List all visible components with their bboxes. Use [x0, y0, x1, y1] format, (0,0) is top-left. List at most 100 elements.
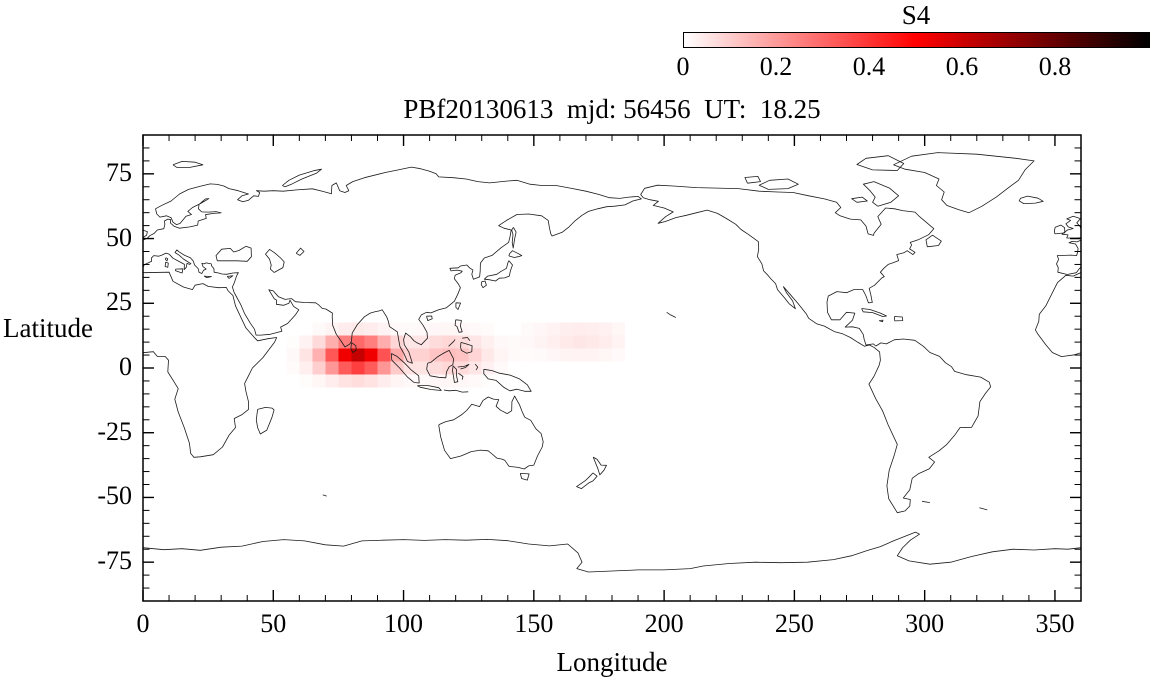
y-axis-label: Latitude	[3, 313, 93, 343]
heatmap-cell	[403, 322, 417, 336]
colorbar-title: S4	[901, 0, 931, 30]
x-tick-label: 200	[644, 609, 684, 638]
coastline	[856, 155, 905, 171]
coastline	[455, 302, 461, 310]
colorbar-tick-label: 0	[676, 52, 690, 81]
coastline	[894, 316, 904, 322]
coastline	[519, 473, 530, 481]
coastline	[483, 260, 513, 282]
coastline	[417, 385, 442, 391]
x-tick-label: 0	[136, 609, 150, 638]
x-tick-label: 100	[384, 609, 424, 638]
heatmap-cell	[468, 361, 482, 375]
heatmap-cell	[390, 361, 404, 375]
coastline	[1056, 239, 1081, 275]
coastline	[454, 319, 463, 333]
heatmap-cell	[612, 322, 625, 336]
coastline	[452, 365, 459, 383]
heatmap-cell	[481, 348, 495, 362]
coastline	[1018, 195, 1044, 204]
coastline	[458, 372, 464, 380]
heatmap-cell	[599, 322, 612, 336]
x-tick-label: 250	[774, 609, 814, 638]
coastline	[226, 275, 234, 279]
heatmap-cell	[286, 335, 300, 349]
coastline	[282, 168, 322, 188]
heatmap-cell	[299, 348, 313, 362]
heatmap-cell	[429, 335, 443, 349]
heatmap-cell	[377, 322, 391, 336]
coastline	[426, 315, 433, 321]
heatmap-cell	[325, 361, 339, 375]
coastline	[457, 364, 470, 370]
coastline	[640, 184, 991, 514]
heatmap-cell	[325, 335, 339, 349]
heatmap-cell	[533, 335, 547, 349]
heatmap-cell	[364, 361, 378, 375]
coastline	[172, 161, 204, 168]
coastline	[175, 268, 184, 274]
coastline	[861, 308, 887, 317]
coastline	[255, 407, 275, 435]
coastline	[426, 350, 454, 379]
heatmap-cell	[559, 348, 573, 362]
coastline	[143, 271, 278, 458]
heatmap-cell	[533, 348, 547, 362]
heatmap-cell	[612, 348, 625, 362]
colorbar-gradient	[683, 32, 1150, 48]
heatmap-cell	[546, 335, 560, 349]
heatmap-cell	[468, 335, 482, 349]
heatmap-cell	[312, 335, 326, 349]
coastline	[851, 196, 868, 203]
coastline	[666, 311, 676, 318]
heatmap-cell	[520, 322, 534, 336]
heatmap-cell	[299, 374, 313, 388]
heatmap-cell	[599, 348, 612, 362]
coastline	[863, 181, 899, 207]
heatmap-cell	[416, 361, 430, 375]
y-tick-label: -50	[97, 481, 132, 511]
heatmap-cell	[442, 361, 456, 375]
heatmap-cell	[559, 335, 573, 349]
heatmap-cell	[364, 322, 378, 336]
y-tick-label: 50	[106, 222, 132, 252]
coastline	[1054, 224, 1066, 235]
coastline	[922, 500, 930, 503]
heatmap-cell	[572, 335, 586, 349]
heatmap-cell	[312, 348, 326, 362]
heatmap-cell	[585, 335, 599, 349]
heatmap-cell	[299, 361, 313, 375]
coastline	[744, 176, 761, 184]
coastline	[979, 507, 988, 511]
heatmap-cell	[429, 348, 443, 362]
coastline	[483, 368, 532, 392]
heatmap-cell	[351, 335, 365, 349]
coastline	[143, 531, 1081, 573]
heatmap-cell	[468, 348, 482, 362]
heatmap-cell	[533, 322, 547, 336]
heatmap-cell	[599, 335, 612, 349]
coastline	[448, 339, 456, 347]
heatmap-cell	[546, 348, 560, 362]
coastline	[204, 275, 212, 278]
heatmap-cell	[390, 322, 404, 336]
y-tick-label: 0	[119, 352, 132, 381]
heatmap-cell	[338, 374, 352, 388]
heatmap-cell	[585, 322, 599, 336]
heatmap-cell	[364, 335, 378, 349]
heatmap-cell	[559, 322, 573, 336]
coastline	[1061, 215, 1081, 239]
colorbar-tick-label: 0.8	[1038, 52, 1072, 81]
heatmap-cell	[481, 335, 495, 349]
coastline	[925, 234, 942, 248]
coastline	[164, 261, 169, 268]
heatmap-cell	[377, 335, 391, 349]
heatmap-cell	[455, 361, 469, 375]
coastline	[893, 152, 1035, 214]
heatmap-cell	[299, 335, 313, 349]
coastline	[443, 389, 469, 393]
plot-title: PBf20130613 mjd: 56456 UT: 18.25	[403, 94, 821, 124]
heatmap-cell	[377, 374, 391, 388]
heatmap-cell	[312, 374, 326, 388]
